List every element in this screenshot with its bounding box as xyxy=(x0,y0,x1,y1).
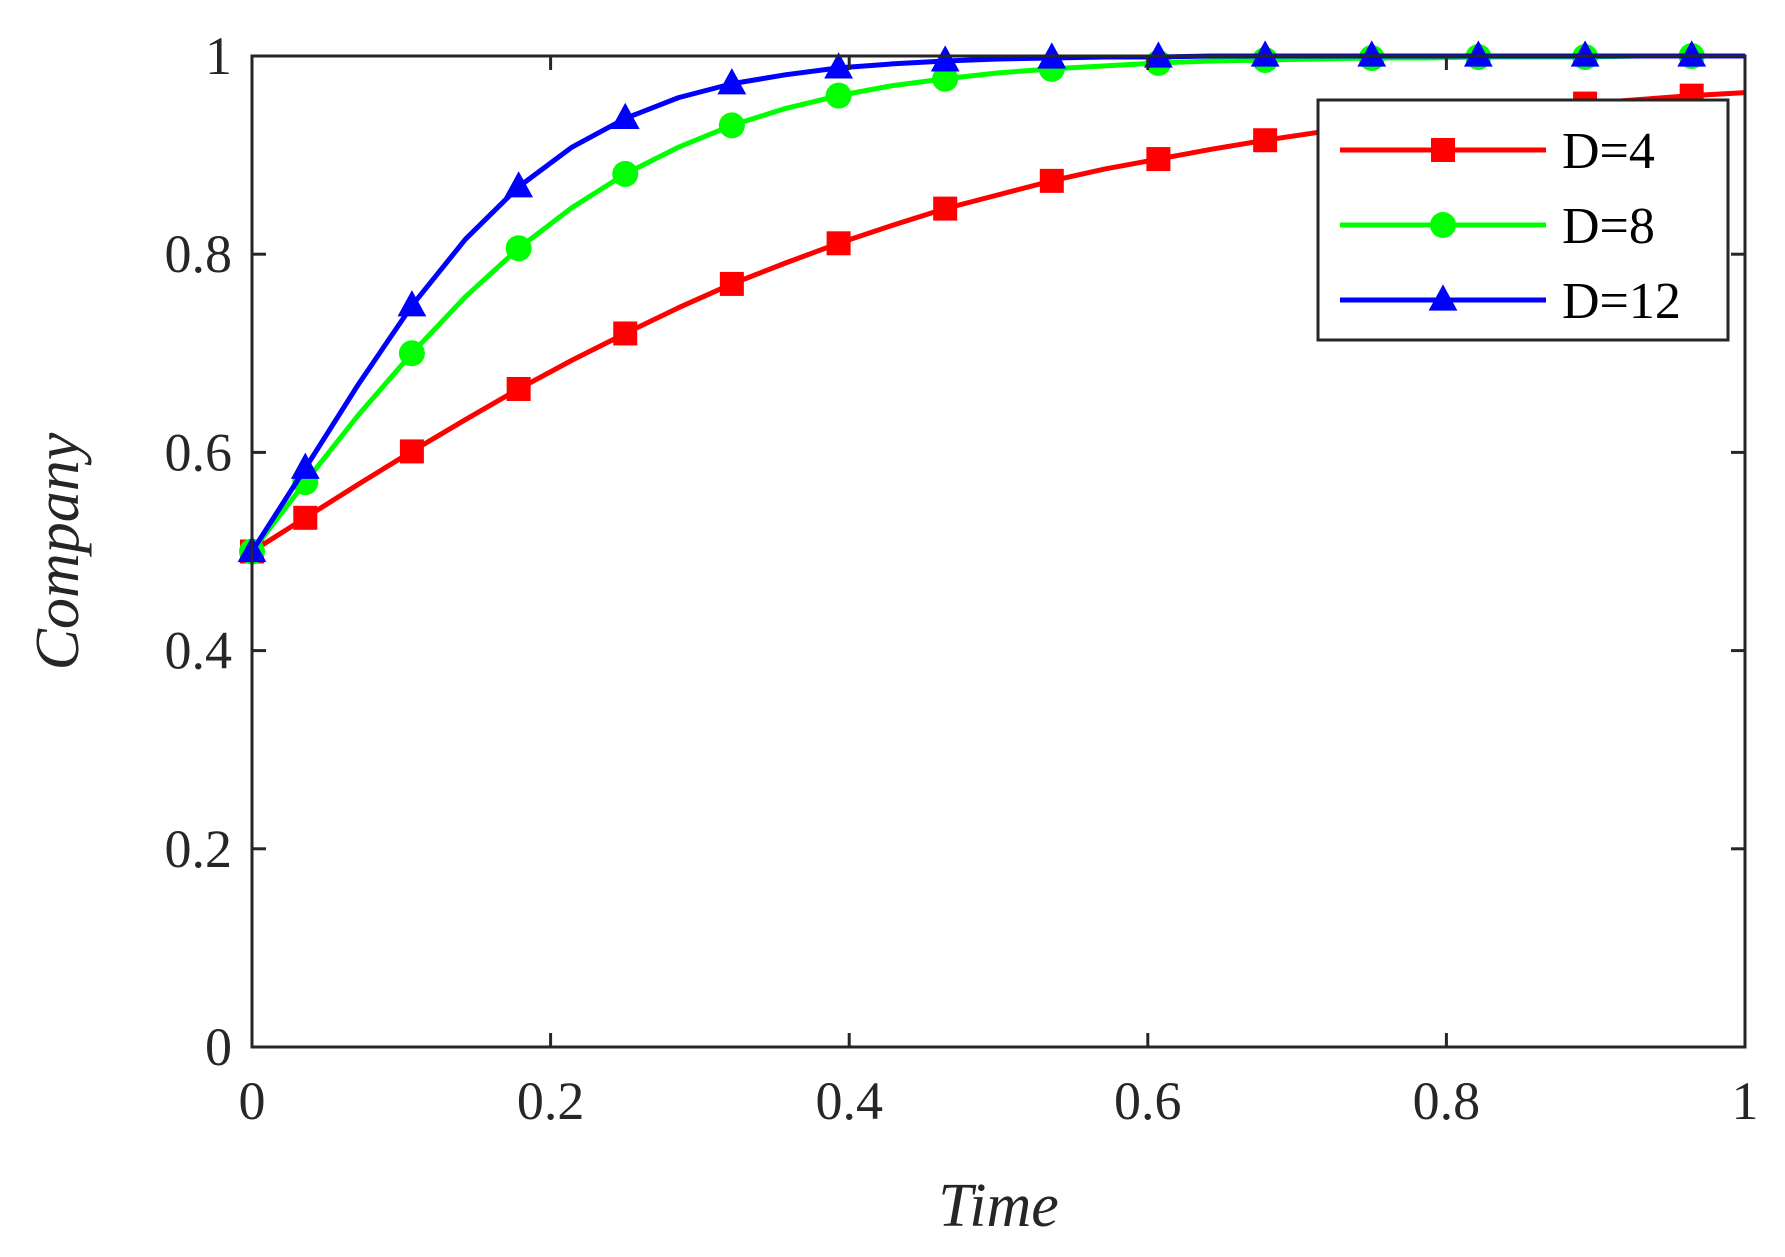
y-tick-label: 0.6 xyxy=(165,422,233,482)
legend-item-D=8: D=8 xyxy=(1340,198,1655,255)
data-point-D=4-5 xyxy=(506,376,531,401)
data-point-D=12-23 xyxy=(1463,40,1493,67)
legend-marker-circle xyxy=(1430,212,1456,238)
x-tick-label: 0.6 xyxy=(1114,1071,1182,1131)
data-point-D=8-3 xyxy=(398,340,425,367)
data-point-D=12-21 xyxy=(1357,40,1387,67)
y-tick-label: 0.4 xyxy=(165,621,233,681)
data-point-D=4-15 xyxy=(1039,168,1064,193)
data-point-D=4-3 xyxy=(399,439,424,464)
legend-item-D=4: D=4 xyxy=(1340,123,1655,180)
data-point-D=4-13 xyxy=(933,196,958,221)
data-point-D=12-27 xyxy=(1677,40,1707,67)
data-point-D=4-9 xyxy=(719,271,744,296)
x-tick-label: 0.4 xyxy=(815,1071,883,1131)
legend-marker-square xyxy=(1431,138,1455,162)
legend-item-D=12: D=12 xyxy=(1340,273,1681,330)
data-point-D=12-9 xyxy=(717,68,747,95)
y-tick-label: 1 xyxy=(205,26,232,86)
legend-marker-triangle xyxy=(1428,284,1458,311)
data-point-D=8-9 xyxy=(718,112,745,139)
data-point-D=4-7 xyxy=(613,321,638,346)
data-point-D=12-19 xyxy=(1250,40,1280,67)
data-point-D=12-13 xyxy=(930,45,960,72)
legend-label: D=8 xyxy=(1562,198,1655,255)
data-point-D=8-5 xyxy=(505,235,532,262)
data-point-D=4-1 xyxy=(293,505,318,530)
axes-layer: 0 0.2 0.4 0.6 0.8 1 0 0.2 0.4 0.6 0.8 1 xyxy=(165,26,1759,1131)
legend-label: D=4 xyxy=(1562,123,1655,180)
data-point-D=12-11 xyxy=(824,52,853,79)
data-point-D=12-3 xyxy=(397,290,427,317)
legend-label: D=12 xyxy=(1562,273,1681,330)
data-point-D=12-1 xyxy=(290,452,320,479)
x-tick-label: 0.8 xyxy=(1413,1071,1481,1131)
data-point-D=12-7 xyxy=(610,102,640,130)
y-tick-label: 0 xyxy=(205,1017,232,1077)
legend: D=4 D=8 D=12 xyxy=(1316,98,1730,342)
data-point-D=8-13 xyxy=(932,65,959,92)
x-tick-label: 0 xyxy=(239,1071,266,1131)
axes-box xyxy=(250,54,1747,1049)
data-point-D=4-17 xyxy=(1146,147,1171,172)
data-point-D=8-11 xyxy=(825,82,852,109)
data-point-D=12-5 xyxy=(504,171,534,198)
data-point-D=4-11 xyxy=(826,231,851,256)
x-tick-label: 0.2 xyxy=(517,1071,585,1131)
data-point-D=12-25 xyxy=(1570,40,1600,67)
data-point-D=8-7 xyxy=(612,160,639,187)
data-point-D=12-17 xyxy=(1144,41,1173,68)
y-tick-label: 0.2 xyxy=(165,819,233,879)
data-point-D=4-19 xyxy=(1253,128,1278,153)
x-axis-title: Time xyxy=(938,1172,1059,1240)
x-tick-label: 1 xyxy=(1732,1071,1759,1131)
y-axis-title: Company xyxy=(24,432,92,670)
y-tick-label: 0.8 xyxy=(165,224,233,284)
